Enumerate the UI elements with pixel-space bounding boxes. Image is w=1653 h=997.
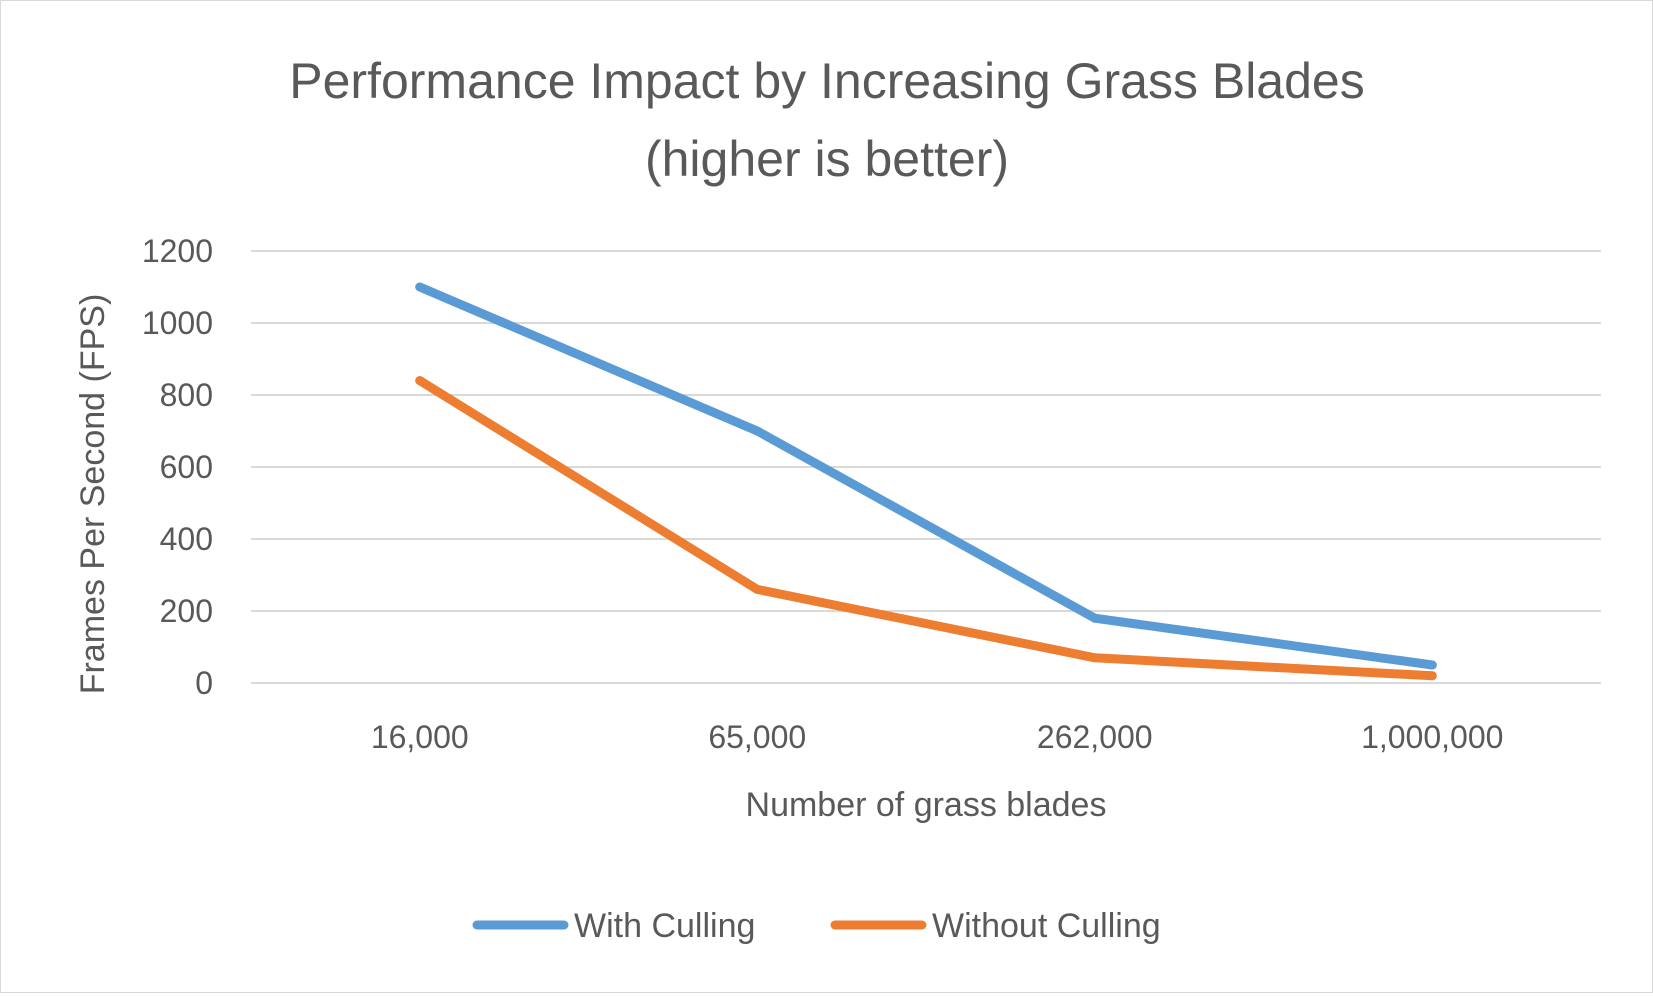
- y-tick-label: 0: [195, 665, 213, 701]
- data-point: [415, 376, 425, 386]
- y-tick-label: 1000: [142, 305, 213, 341]
- series-line-without-culling: [415, 376, 1437, 681]
- legend: With Culling Without Culling: [472, 907, 1161, 945]
- legend-label: Without Culling: [932, 907, 1161, 945]
- y-axis-title: Frames Per Second (FPS): [74, 294, 112, 695]
- chart-title-line: (higher is better): [645, 131, 1009, 187]
- y-tick-label: 600: [160, 449, 213, 485]
- y-tick-label: 400: [160, 521, 213, 557]
- x-tick-label: 65,000: [708, 719, 806, 755]
- legend-label: With Culling: [574, 907, 755, 945]
- y-tick-label: 1200: [142, 233, 213, 269]
- chart-title-line: Performance Impact by Increasing Grass B…: [289, 53, 1364, 109]
- x-axis-ticks: 16,000 65,000 262,000 1,000,000: [371, 719, 1504, 755]
- y-tick-label: 800: [160, 377, 213, 413]
- chart-title: Performance Impact by Increasing Grass B…: [289, 53, 1364, 187]
- x-axis-title: Number of grass blades: [746, 786, 1107, 824]
- data-point: [1427, 660, 1437, 670]
- plot-series: [415, 282, 1437, 681]
- data-point: [1427, 671, 1437, 681]
- y-axis-ticks: 0 200 400 600 800 1000 1200: [142, 233, 213, 701]
- y-tick-label: 200: [160, 593, 213, 629]
- x-tick-label: 16,000: [371, 719, 469, 755]
- data-point: [415, 282, 425, 292]
- data-point: [1090, 653, 1100, 663]
- data-point: [1090, 613, 1100, 623]
- series-line-with-culling: [415, 282, 1437, 670]
- gridlines: [251, 250, 1601, 684]
- data-point: [752, 426, 762, 436]
- data-point: [752, 584, 762, 594]
- x-tick-label: 262,000: [1037, 719, 1153, 755]
- x-tick-label: 1,000,000: [1361, 719, 1503, 755]
